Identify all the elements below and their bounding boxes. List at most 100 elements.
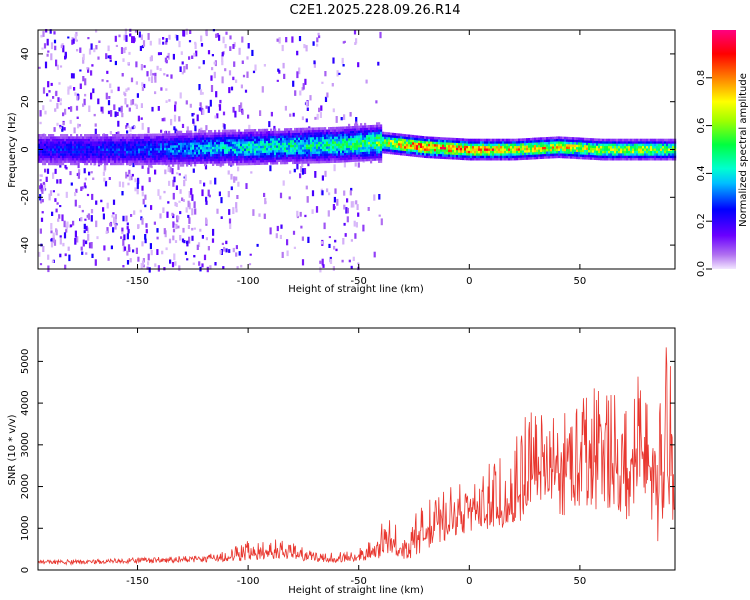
noise-cell	[352, 201, 355, 208]
ridge-cell	[114, 145, 117, 149]
ridge-cell	[274, 157, 277, 160]
ridge-cell	[296, 142, 299, 145]
noise-cell	[77, 123, 80, 129]
ridge-cell	[424, 145, 427, 149]
ridge-cell	[338, 153, 341, 156]
noise-cell	[373, 251, 376, 258]
ridge-cell	[350, 130, 353, 134]
ridge-cell	[188, 132, 191, 136]
ridge-cell	[76, 136, 79, 139]
ridge-cell	[130, 134, 133, 137]
ridge-cell	[484, 157, 487, 161]
ridge-cell	[444, 144, 447, 148]
ridge-cell	[392, 135, 395, 138]
ridge-cell	[428, 141, 431, 144]
ridge-cell	[334, 129, 337, 132]
ridge-cell	[610, 138, 613, 142]
ridge-cell	[142, 141, 145, 144]
ridge-cell	[626, 157, 629, 161]
ridge-cell	[196, 132, 199, 136]
ridge-cell	[588, 145, 591, 148]
noise-cell	[246, 71, 249, 78]
noise-cell	[195, 50, 198, 57]
ridge-cell	[386, 132, 389, 135]
ridge-cell	[532, 149, 535, 153]
noise-cell	[53, 39, 57, 44]
noise-cell	[202, 60, 205, 65]
ridge-cell	[256, 155, 259, 158]
ridge-cell	[586, 154, 589, 158]
ridge-cell	[72, 155, 75, 159]
noise-cell	[144, 238, 147, 244]
ridge-cell	[266, 143, 269, 146]
ridge-cell	[452, 154, 455, 158]
ridge-cell	[596, 140, 599, 144]
ridge-cell	[546, 151, 549, 154]
ridge-cell	[348, 133, 351, 136]
ridge-cell	[44, 153, 47, 156]
ridge-cell	[300, 144, 303, 148]
noise-cell	[141, 86, 144, 91]
noise-cell	[134, 29, 138, 33]
ridge-cell	[426, 143, 429, 147]
ridge-cell	[530, 147, 533, 150]
ridge-cell	[268, 143, 271, 146]
ridge-cell	[396, 140, 399, 143]
x-tick-label: 50	[574, 576, 587, 587]
ridge-cell	[360, 151, 363, 155]
noise-cell	[52, 190, 55, 193]
ridge-cell	[74, 150, 77, 154]
ridge-cell	[290, 156, 293, 160]
ridge-cell	[80, 160, 83, 163]
ridge-cell	[272, 142, 275, 146]
ridge-cell	[250, 141, 253, 144]
noise-cell	[203, 254, 207, 261]
noise-cell	[299, 173, 302, 179]
ridge-cell	[124, 157, 127, 161]
ridge-cell	[310, 149, 313, 152]
ridge-cell	[374, 124, 377, 128]
noise-cell	[215, 91, 218, 98]
noise-cell	[275, 233, 278, 239]
ridge-cell	[352, 149, 355, 153]
ridge-cell	[374, 131, 377, 135]
ridge-cell	[510, 153, 513, 156]
ridge-cell	[176, 137, 179, 141]
ridge-cell	[324, 146, 327, 149]
ridge-cell	[306, 139, 309, 143]
ridge-cell	[548, 153, 551, 157]
ridge-cell	[346, 128, 349, 132]
ridge-cell	[142, 136, 145, 139]
ridge-cell	[228, 160, 231, 164]
ridge-cell	[110, 150, 113, 154]
ridge-cell	[230, 151, 233, 154]
ridge-cell	[656, 150, 659, 154]
ridge-cell	[202, 139, 205, 143]
noise-cell	[205, 196, 208, 202]
ridge-cell	[374, 158, 377, 161]
ridge-cell	[582, 152, 585, 155]
ridge-cell	[596, 143, 599, 146]
ridge-cell	[356, 128, 359, 131]
noise-cell	[181, 61, 184, 65]
ridge-cell	[254, 141, 257, 144]
ridge-cell	[258, 131, 261, 134]
ridge-cell	[642, 148, 645, 151]
noise-cell	[194, 128, 197, 136]
noise-cell	[130, 176, 133, 181]
ridge-cell	[300, 139, 303, 143]
ridge-cell	[304, 134, 307, 138]
ridge-cell	[398, 150, 401, 153]
ridge-cell	[56, 162, 59, 166]
ridge-cell	[38, 134, 41, 137]
ridge-cell	[516, 141, 519, 144]
ridge-cell	[220, 144, 223, 147]
ridge-cell	[374, 153, 377, 156]
ridge-cell	[184, 147, 187, 150]
ridge-cell	[320, 141, 323, 145]
ridge-cell	[102, 150, 105, 154]
ridge-cell	[228, 146, 231, 149]
ridge-cell	[240, 162, 243, 166]
ridge-cell	[126, 136, 129, 139]
noise-cell	[59, 124, 62, 128]
